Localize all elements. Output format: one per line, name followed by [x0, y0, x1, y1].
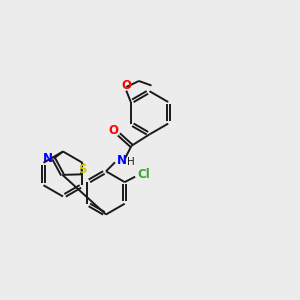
Text: H: H	[127, 157, 134, 167]
Text: Cl: Cl	[137, 168, 150, 181]
Text: N: N	[117, 154, 127, 167]
Text: N: N	[43, 152, 53, 165]
Text: S: S	[78, 163, 87, 176]
Text: O: O	[109, 124, 118, 137]
Text: O: O	[121, 79, 131, 92]
